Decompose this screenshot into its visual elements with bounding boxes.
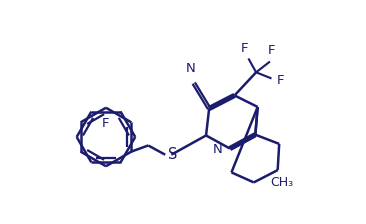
Text: N: N: [186, 62, 195, 75]
Text: S: S: [168, 147, 178, 162]
Text: F: F: [268, 44, 275, 57]
Text: N: N: [213, 143, 223, 156]
Text: F: F: [241, 42, 248, 55]
Text: F: F: [102, 117, 110, 130]
Text: CH₃: CH₃: [271, 176, 294, 189]
Text: F: F: [277, 73, 284, 86]
